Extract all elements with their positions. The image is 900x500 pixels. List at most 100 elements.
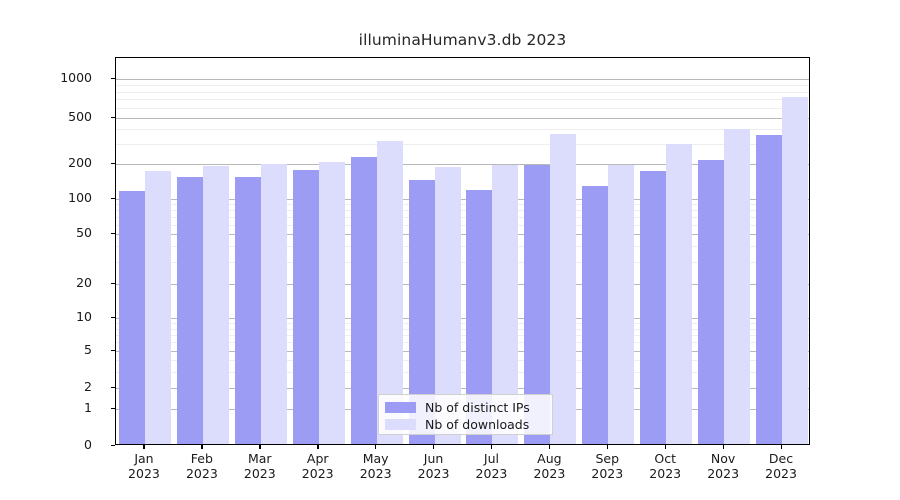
x-tick-year: 2023 [243, 466, 276, 481]
legend-label-distinct-ips: Nb of distinct IPs [425, 399, 530, 415]
x-tick-mark [201, 445, 203, 449]
x-tick-year: 2023 [185, 466, 218, 481]
x-tick-month: Jan [134, 451, 154, 466]
x-tick-mark [490, 445, 493, 449]
gridline-major [116, 351, 809, 352]
bar-distinct-ips [640, 170, 667, 444]
x-tick-month: May [362, 451, 389, 466]
x-tick-mark [664, 445, 666, 449]
bar-downloads [318, 162, 345, 444]
x-tick-mark [606, 445, 609, 449]
x-tick-label: Apr 2023 [283, 451, 353, 481]
x-tick-year: 2023 [301, 466, 334, 481]
bar-distinct-ips [350, 157, 377, 444]
y-tick-label: 5 [84, 342, 92, 357]
legend-item-distinct-ips: Nb of distinct IPs [385, 399, 546, 415]
gridline-minor [116, 217, 809, 218]
x-tick-month: Jun [423, 451, 444, 466]
x-tick-mark [317, 445, 319, 449]
y-tick-mark [111, 77, 115, 79]
x-tick-label: Dec 2023 [746, 451, 816, 481]
gridline-minor [116, 323, 809, 325]
x-tick-month: Feb [190, 451, 213, 466]
gridline-minor [116, 84, 809, 86]
x-tick-mark [143, 445, 145, 449]
x-tick-month: Jul [483, 451, 499, 466]
gridline-major [116, 164, 809, 165]
x-tick-label: Feb 2023 [167, 451, 237, 481]
x-tick-mark [548, 445, 551, 449]
x-tick-year: 2023 [359, 466, 392, 481]
bar-downloads [202, 165, 229, 444]
gridline-minor [116, 360, 809, 361]
x-tick-year: 2023 [128, 466, 160, 481]
y-tick-label: 1 [84, 400, 92, 415]
gridline-major [116, 284, 809, 285]
y-tick-label: 20 [76, 275, 92, 290]
gridline-major [116, 388, 809, 389]
y-tick-mark [111, 197, 115, 199]
x-tick-month: Dec [768, 451, 794, 466]
x-tick-year: 2023 [475, 466, 508, 481]
gridline-minor [116, 246, 809, 248]
x-tick-mark [433, 445, 435, 449]
bar-downloads [724, 128, 751, 444]
bar-distinct-ips [234, 176, 261, 444]
x-tick-year: 2023 [649, 466, 682, 481]
bar-distinct-ips [698, 159, 725, 444]
gridline-major [116, 234, 809, 235]
bar-downloads [782, 97, 809, 444]
x-tick-month: Aug [537, 451, 562, 466]
gridline-minor [116, 91, 809, 93]
y-tick-label: 2 [84, 379, 92, 394]
x-tick-year: 2023 [707, 466, 740, 481]
y-tick-mark [111, 316, 115, 318]
bar-distinct-ips [756, 134, 783, 444]
bar-downloads [376, 140, 403, 444]
chart-legend: Nb of distinct IPs Nb of downloads [378, 394, 553, 435]
x-tick-label: Mar 2023 [225, 451, 295, 481]
y-tick-label: 500 [68, 109, 92, 124]
x-tick-label: Jan 2023 [109, 451, 179, 481]
x-tick-label: Sep 2023 [572, 451, 642, 481]
bar-downloads [260, 163, 287, 444]
bar-distinct-ips [292, 169, 319, 444]
gridline-major [116, 199, 809, 200]
gridline-minor [116, 334, 809, 336]
gridline-minor [116, 129, 809, 131]
bar-downloads [144, 170, 171, 444]
x-tick-month: Sep [595, 451, 620, 466]
gridline-minor [116, 328, 809, 330]
x-tick-mark [722, 445, 724, 449]
x-tick-label: Nov 2023 [688, 451, 758, 481]
x-tick-month: Mar [247, 451, 272, 466]
x-tick-label: May 2023 [341, 451, 411, 481]
x-tick-label: Oct 2023 [630, 451, 700, 481]
y-tick-mark [111, 232, 115, 234]
y-tick-mark [111, 116, 115, 118]
bar-distinct-ips [118, 190, 145, 444]
y-tick-mark [111, 349, 115, 351]
chart-title: illuminaHumanv3.db 2023 [358, 31, 567, 49]
legend-swatch-icon-downloads [385, 418, 416, 430]
bar-distinct-ips [176, 176, 203, 444]
gridline-minor [116, 342, 809, 344]
x-tick-year: 2023 [591, 466, 624, 481]
y-tick-label: 50 [76, 225, 92, 240]
x-tick-year: 2023 [417, 466, 450, 481]
gridline-minor [116, 261, 809, 263]
y-tick-label: 100 [68, 190, 92, 205]
x-tick-mark [259, 445, 261, 449]
y-tick-mark [111, 162, 115, 164]
gridline-major [116, 118, 809, 119]
x-tick-mark [780, 445, 782, 449]
bar-distinct-ips [582, 185, 609, 444]
gridline-major [116, 318, 809, 319]
x-tick-label: Jul 2023 [456, 451, 526, 481]
gridline-minor [116, 99, 809, 101]
y-tick-mark [111, 282, 115, 284]
gridline-major [116, 79, 809, 80]
x-tick-year: 2023 [765, 466, 797, 481]
bar-downloads [608, 164, 635, 444]
